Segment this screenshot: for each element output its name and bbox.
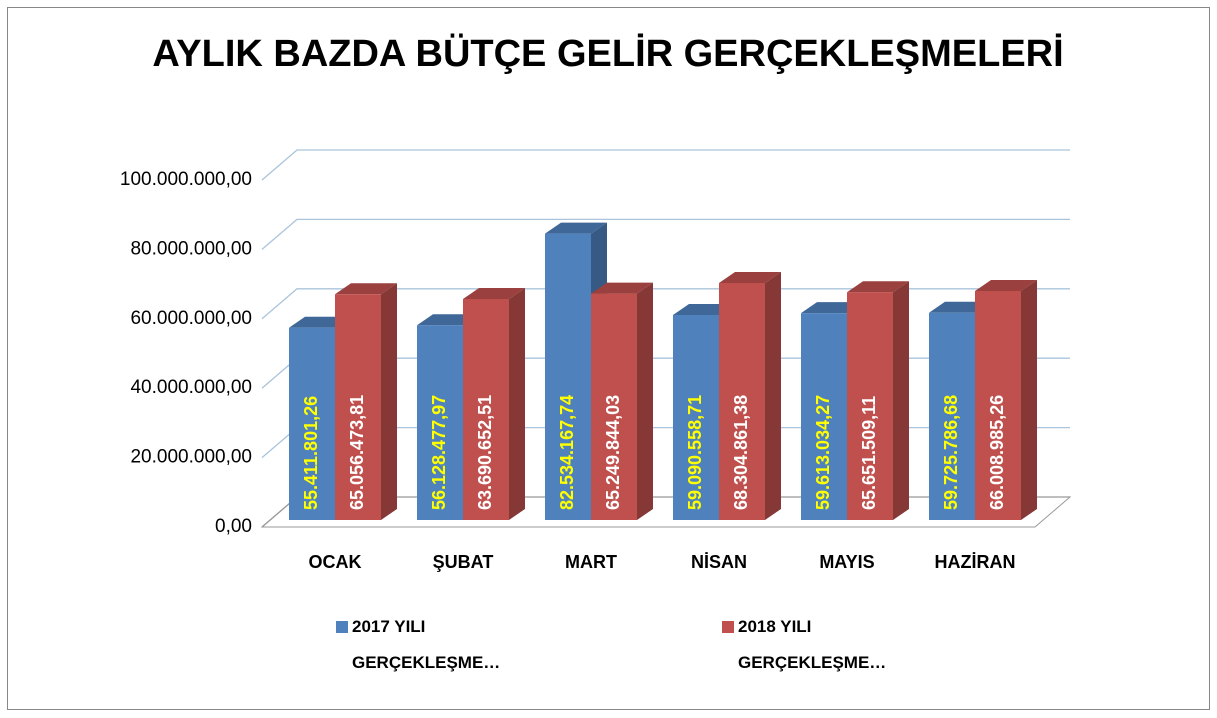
x-tick-label: ŞUBAT — [433, 552, 494, 572]
y-tick-label: 40.000.000,00 — [130, 377, 252, 398]
y-tick-label: 0,00 — [215, 516, 252, 537]
data-label: 55.411.801,26 — [301, 396, 321, 510]
data-label: 68.304.861,38 — [731, 395, 751, 510]
bar-top — [719, 271, 781, 283]
y-tick-label: 100.000.000,00 — [120, 169, 252, 190]
y-tick-label: 80.000.000,00 — [130, 238, 252, 259]
bar-front — [673, 314, 719, 520]
data-label: 63.690.652,51 — [475, 395, 495, 510]
bar — [847, 281, 909, 520]
bar-top — [591, 282, 653, 294]
bar — [975, 279, 1037, 520]
data-label: 59.725.786,68 — [941, 395, 961, 510]
data-label: 66.008.985,26 — [987, 395, 1007, 510]
data-label: 65.056.473,81 — [347, 395, 367, 510]
x-tick-label: NİSAN — [691, 552, 747, 572]
bar-side — [381, 283, 397, 520]
grid-line — [261, 149, 1070, 181]
legend-swatch — [336, 621, 348, 633]
bar-front — [929, 312, 975, 520]
bar-side — [637, 282, 653, 520]
x-tick-label: MAYIS — [819, 552, 874, 572]
bar-front — [719, 282, 765, 520]
bar — [463, 287, 525, 520]
bar — [335, 283, 397, 520]
grid-line — [261, 288, 1070, 320]
bar-top — [545, 222, 607, 234]
bar-front — [417, 325, 463, 520]
bar-side — [1021, 279, 1037, 520]
bar-front — [545, 233, 591, 520]
bar-side — [765, 271, 781, 520]
bar-side — [893, 281, 909, 520]
data-label: 56.128.477,97 — [429, 395, 449, 510]
x-tick-label: MART — [565, 552, 617, 572]
bar-side — [509, 287, 525, 520]
data-label: 65.249.844,03 — [603, 395, 623, 510]
bar-front — [335, 294, 381, 520]
legend-label: 2017 YILI GERÇEKLEŞME… — [352, 617, 501, 672]
bar-top — [847, 281, 909, 293]
bar-top — [335, 283, 397, 295]
y-tick-label: 60.000.000,00 — [130, 308, 252, 329]
data-label: 59.613.034,27 — [813, 395, 833, 510]
bar-front — [975, 290, 1021, 520]
x-tick-label: HAZİRAN — [935, 552, 1016, 572]
bar-top — [975, 279, 1037, 291]
bar-front — [801, 313, 847, 520]
bar-front — [289, 327, 335, 520]
legend-label: 2018 YILI GERÇEKLEŞME… — [738, 617, 887, 672]
bar-top — [463, 287, 525, 299]
data-label: 65.651.509,11 — [859, 396, 879, 510]
bar-front — [847, 292, 893, 520]
bar-front — [463, 298, 509, 520]
y-tick-label: 20.000.000,00 — [130, 447, 252, 468]
grid-line — [261, 218, 1070, 250]
bar — [719, 271, 781, 520]
data-label: 82.534.167,74 — [557, 395, 577, 510]
x-tick-label: OCAK — [309, 552, 362, 572]
chart-title: AYLIK BAZDA BÜTÇE GELİR GERÇEKLEŞMELERİ — [152, 32, 1063, 75]
bar — [591, 282, 653, 520]
bar-front — [591, 293, 637, 520]
data-label: 59.090.558,71 — [685, 395, 705, 510]
legend-swatch — [722, 621, 734, 633]
